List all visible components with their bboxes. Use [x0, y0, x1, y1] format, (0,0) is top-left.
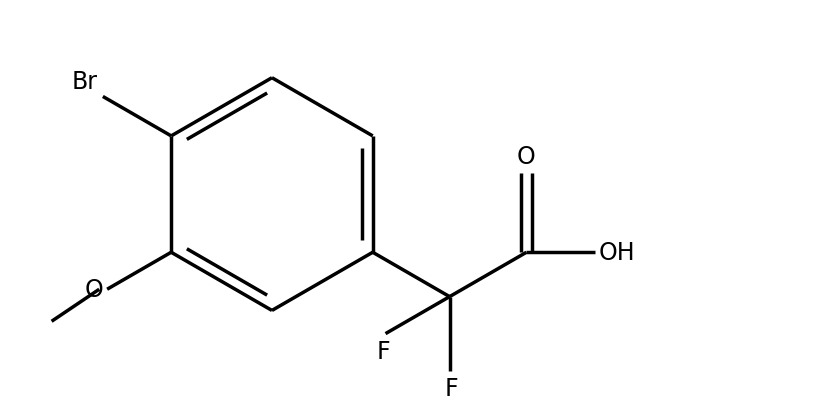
Text: OH: OH [598, 240, 635, 265]
Text: Br: Br [72, 70, 98, 94]
Text: O: O [517, 145, 536, 169]
Text: F: F [376, 339, 390, 363]
Text: F: F [445, 375, 459, 400]
Text: O: O [85, 278, 104, 301]
